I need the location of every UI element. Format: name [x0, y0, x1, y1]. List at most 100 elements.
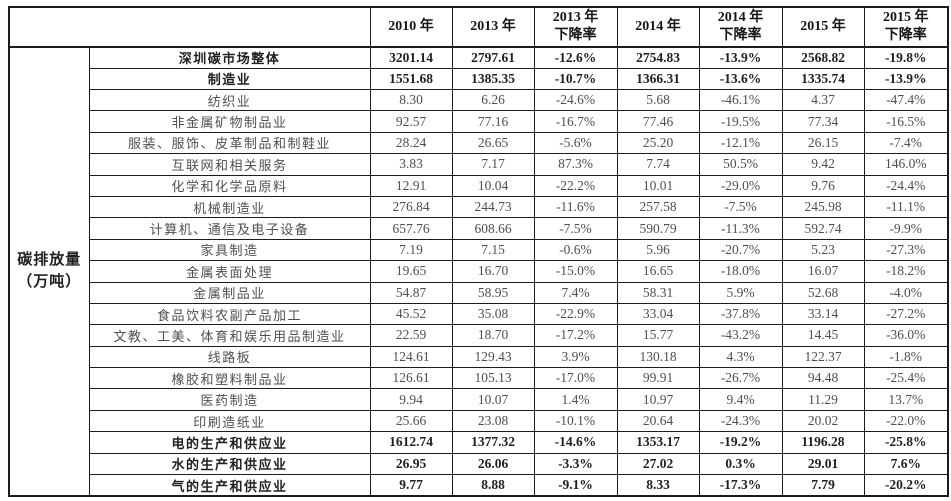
value-cell: 608.66 — [451, 217, 535, 240]
column-header: 2014 年下降率 — [698, 6, 783, 48]
value-cell: 122.37 — [781, 345, 865, 369]
value-cell: 28.24 — [369, 131, 453, 155]
value-cell: 130.18 — [616, 345, 700, 369]
value-cell: -18.2% — [863, 260, 949, 283]
value-cell: 16.70 — [451, 260, 535, 283]
table-row: 互联网和相关服务 3.83 7.17 87.3% 7.74 50.5% 9.42 146.0% — [9, 153, 949, 176]
value-cell: -24.3% — [698, 409, 783, 433]
value-cell: 1353.17 — [616, 431, 700, 454]
value-cell: -17.0% — [533, 367, 618, 390]
value-cell: -43.2% — [698, 324, 783, 347]
row-label: 服装、服饰、皮革制品和制鞋业 — [88, 131, 371, 155]
column-header-label: 2014 年 — [717, 10, 764, 26]
value-cell: 87.3% — [533, 153, 618, 176]
value-cell: 1366.31 — [616, 67, 700, 91]
value-cell: -22.2% — [533, 174, 618, 197]
value-cell: 50.5% — [698, 153, 783, 176]
value-cell: -11.3% — [698, 217, 783, 240]
column-header: 2014 年 — [616, 6, 700, 48]
value-cell: -22.9% — [533, 302, 618, 326]
row-label: 非金属矿物制品业 — [88, 110, 371, 133]
column-header: 2015 年下降率 — [863, 6, 949, 48]
row-label: 金属表面处理 — [88, 260, 371, 283]
value-cell: 11.29 — [781, 388, 865, 411]
value-cell: 23.08 — [451, 409, 535, 433]
value-cell: -24.4% — [863, 174, 949, 197]
value-cell: 19.65 — [369, 260, 453, 283]
value-cell: -19.8% — [863, 46, 949, 69]
value-cell: -19.2% — [698, 431, 783, 454]
table-row: 橡胶和塑料制品业 126.61 105.13 -17.0% 99.91 -26.7% 94.… — [9, 367, 949, 390]
value-cell: -36.0% — [863, 324, 949, 347]
value-cell: 8.30 — [369, 88, 453, 112]
value-cell: 244.73 — [451, 195, 535, 219]
value-cell: 7.19 — [369, 238, 453, 262]
value-cell: -25.4% — [863, 367, 949, 390]
value-cell: 5.9% — [698, 281, 783, 304]
column-header-subline: 下降率 — [884, 27, 927, 43]
value-cell: 2797.61 — [451, 46, 535, 69]
value-cell: 7.74 — [616, 153, 700, 176]
row-label: 深圳碳市场整体 — [88, 46, 371, 69]
value-cell: -19.5% — [698, 110, 783, 133]
value-cell: -9.1% — [533, 474, 618, 497]
value-cell: -7.5% — [533, 217, 618, 240]
table-row: 服装、服饰、皮革制品和制鞋业 28.24 26.65 -5.6% 25.20 -12.1%… — [9, 131, 949, 155]
value-cell: 5.68 — [616, 88, 700, 112]
table-row: 化学和化学品原料 12.91 10.04 -22.2% 10.01 -29.0% 9.76-… — [9, 174, 949, 197]
value-cell: -46.1% — [698, 88, 783, 112]
value-cell: -11.6% — [533, 195, 618, 219]
value-cell: 33.14 — [781, 302, 865, 326]
column-header-label: 2013 年 — [470, 19, 516, 35]
value-cell: 9.76 — [781, 174, 865, 197]
value-cell: 9.94 — [369, 388, 453, 411]
value-cell: 1377.32 — [451, 431, 535, 454]
value-cell: 3201.14 — [369, 46, 453, 69]
value-cell: -1.8% — [863, 345, 949, 369]
value-cell: 35.08 — [451, 302, 535, 326]
value-cell: 245.98 — [781, 195, 865, 219]
value-cell: 9.42 — [781, 153, 865, 176]
column-header-subline: 下降率 — [719, 27, 762, 43]
value-cell: -17.2% — [533, 324, 618, 347]
value-cell: 13.7% — [863, 388, 949, 411]
value-cell: 105.13 — [451, 367, 535, 390]
value-cell: 15.77 — [616, 324, 700, 347]
value-cell: 3.83 — [369, 153, 453, 176]
column-header-label: 2015 年 — [800, 19, 846, 35]
value-cell: 146.0% — [863, 153, 949, 176]
value-cell: 18.70 — [451, 324, 535, 347]
value-cell: -12.6% — [533, 46, 618, 69]
value-cell: 4.3% — [698, 345, 783, 369]
value-cell: 10.07 — [451, 388, 535, 411]
value-cell: 45.52 — [369, 302, 453, 326]
value-cell: 124.61 — [369, 345, 453, 369]
value-cell: 58.31 — [616, 281, 700, 304]
table-row: 印刷造纸业 25.66 23.08 -10.1% 20.64 -24.3% 20.02 -22… — [9, 409, 949, 433]
value-cell: -4.0% — [863, 281, 949, 304]
value-cell: 592.74 — [781, 217, 865, 240]
value-cell: -17.3% — [698, 474, 783, 497]
value-cell: 7.15 — [451, 238, 535, 262]
value-cell: -37.8% — [698, 302, 783, 326]
value-cell: 92.57 — [369, 110, 453, 133]
value-cell: 33.04 — [616, 302, 700, 326]
table-row: 文教、工美、体育和娱乐用品制造业 22.59 18.70 -17.2% 15.77 -43… — [9, 324, 949, 347]
corner-cell — [8, 6, 371, 48]
row-label: 金属制品业 — [88, 281, 371, 304]
table-row: 计算机、通信及电子设备 657.76 608.66 -7.5% 590.79 -11.3%… — [9, 217, 949, 240]
unit-label-cell: 碳排放量 （万吨） — [8, 46, 90, 497]
value-cell: 7.17 — [451, 153, 535, 176]
value-cell: 657.76 — [369, 217, 453, 240]
value-cell: -16.7% — [533, 110, 618, 133]
value-cell: 9.4% — [698, 388, 783, 411]
row-label: 食品饮料农副产品加工 — [88, 302, 371, 326]
value-cell: 77.46 — [616, 110, 700, 133]
value-cell: -10.1% — [533, 409, 618, 433]
table-row: 医药制造 9.94 10.07 1.4% 10.97 9.4% 11.29 13.7% — [9, 388, 949, 411]
table-row: 金属制品业 54.87 58.95 7.4% 58.31 5.9% 52.68 -4.0% — [9, 281, 949, 304]
value-cell: -7.4% — [863, 131, 949, 155]
column-header: 2010 年 — [369, 6, 453, 48]
value-cell: 590.79 — [616, 217, 700, 240]
value-cell: 25.20 — [616, 131, 700, 155]
